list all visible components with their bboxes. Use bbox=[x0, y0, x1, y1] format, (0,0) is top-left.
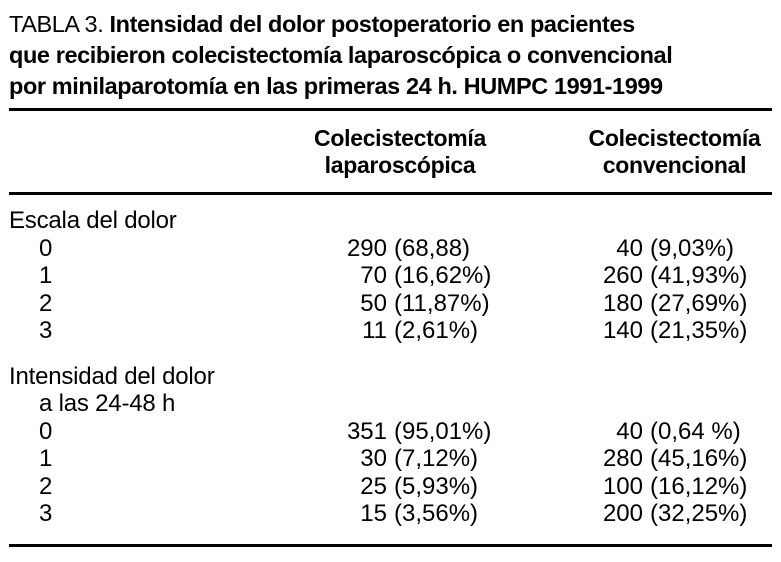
column-header-laparoscopica-line-2: laparoscópica bbox=[324, 152, 476, 178]
lap-percent-cell: (11,87%) bbox=[394, 289, 490, 317]
header-rule bbox=[9, 192, 772, 195]
column-gap bbox=[499, 317, 557, 345]
conv-count-cell: 280 bbox=[602, 445, 643, 472]
column-gap bbox=[499, 500, 557, 528]
lap-count-cell: 50 bbox=[360, 289, 387, 317]
column-gap bbox=[499, 262, 557, 290]
column-gap bbox=[499, 125, 577, 179]
lap-percent-cell: (3,56%) bbox=[394, 500, 479, 527]
table-row: 3 11 (2,61%) 140 (21,35%) bbox=[9, 317, 772, 345]
lap-count-cell: 25 bbox=[360, 472, 387, 500]
conv-count-cell: 40 bbox=[616, 417, 643, 445]
column-header-convencional-line-2: convencional bbox=[602, 152, 747, 178]
column-header-convencional: Colecistectomía convencional bbox=[577, 125, 772, 179]
section-sublabel: a las 24-48 h bbox=[39, 390, 176, 417]
conv-percent-cell: (27,69%) bbox=[650, 289, 748, 317]
conv-percent-cell: (9,03%) bbox=[650, 234, 735, 262]
column-header-convencional-line-1: Colecistectomía bbox=[588, 125, 761, 151]
conv-percent-cell: (21,35%) bbox=[650, 317, 748, 344]
lap-count-cell: 11 bbox=[362, 317, 387, 344]
pain-score-cell: 2 bbox=[39, 289, 53, 317]
pain-score-cell: 1 bbox=[39, 445, 53, 472]
section-label-row: a las 24-48 h bbox=[9, 390, 772, 418]
column-header-laparoscopica-line-1: Colecistectomía bbox=[314, 125, 486, 151]
section-label-row: Intensidad del dolor bbox=[9, 363, 772, 391]
table-title: TABLA 3. Intensidad del dolor postoperat… bbox=[9, 9, 772, 102]
table-row: 2 50 (11,87%) 180 (27,69%) bbox=[9, 290, 772, 318]
table-row: 0 290 (68,88) 40 (9,03%) bbox=[9, 235, 772, 263]
conv-count-cell: 200 bbox=[602, 500, 643, 527]
lap-count-cell: 70 bbox=[360, 262, 387, 289]
pain-score-cell: 3 bbox=[39, 317, 53, 344]
column-header-spacer bbox=[9, 125, 301, 179]
lap-count-cell: 15 bbox=[360, 500, 387, 527]
table-row: 3 15 (3,56%) 200 (32,25%) bbox=[9, 500, 772, 528]
pain-score-cell: 0 bbox=[39, 234, 53, 262]
pain-score-cell: 1 bbox=[39, 262, 53, 289]
conv-count-cell: 180 bbox=[602, 289, 643, 317]
table-body: Escala del dolor 0 290 (68,88) 40 (9,03%… bbox=[9, 195, 772, 528]
title-line-1: Intensidad del dolor postoperatorio en p… bbox=[109, 11, 635, 37]
conv-percent-cell: (45,16%) bbox=[650, 445, 748, 472]
title-line-2: que recibieron colecistectomía laparoscó… bbox=[9, 42, 673, 68]
pain-score-cell: 0 bbox=[39, 417, 53, 445]
conv-percent-cell: (41,93%) bbox=[650, 262, 748, 289]
pain-score-cell: 2 bbox=[39, 472, 53, 500]
conv-count-cell: 260 bbox=[602, 262, 643, 289]
section-intensidad-del-dolor: Intensidad del dolor a las 24-48 h 0 351… bbox=[9, 363, 772, 528]
section-escala-del-dolor: Escala del dolor 0 290 (68,88) 40 (9,03%… bbox=[9, 207, 772, 345]
column-gap bbox=[499, 473, 557, 501]
conv-percent-cell: (0,64 %) bbox=[650, 417, 741, 445]
section-label: Intensidad del dolor bbox=[9, 362, 215, 390]
section-label: Escala del dolor bbox=[9, 207, 177, 234]
conv-count-cell: 100 bbox=[602, 472, 643, 500]
column-header-row: Colecistectomía laparoscópica Colecistec… bbox=[9, 111, 772, 192]
lap-percent-cell: (7,12%) bbox=[394, 445, 479, 472]
lap-percent-cell: (68,88) bbox=[394, 234, 471, 262]
lap-percent-cell: (5,93%) bbox=[394, 472, 479, 500]
lap-count-cell: 290 bbox=[346, 234, 387, 262]
lap-count-cell: 351 bbox=[346, 417, 387, 445]
lap-percent-cell: (2,61%) bbox=[394, 317, 479, 344]
lap-percent-cell: (16,62%) bbox=[394, 262, 492, 289]
table-row: 2 25 (5,93%) 100 (16,12%) bbox=[9, 473, 772, 501]
lap-percent-cell: (95,01%) bbox=[394, 417, 492, 445]
table-row: 1 70 (16,62%) 260 (41,93%) bbox=[9, 262, 772, 290]
conv-percent-cell: (32,25%) bbox=[650, 500, 748, 527]
conv-count-cell: 40 bbox=[616, 234, 643, 262]
column-header-laparoscopica: Colecistectomía laparoscópica bbox=[301, 125, 499, 179]
conv-count-cell: 140 bbox=[602, 317, 643, 344]
column-gap bbox=[499, 418, 557, 446]
table-number-label: TABLA 3. bbox=[9, 11, 104, 37]
pain-score-cell: 3 bbox=[39, 500, 53, 527]
column-gap bbox=[499, 290, 557, 318]
column-gap bbox=[499, 445, 557, 473]
top-rule bbox=[9, 108, 772, 111]
section-label-row: Escala del dolor bbox=[9, 207, 772, 235]
title-line-3: por minilaparotomía en las primeras 24 h… bbox=[9, 73, 663, 99]
bottom-rule bbox=[9, 543, 772, 547]
column-gap bbox=[499, 235, 557, 263]
conv-percent-cell: (16,12%) bbox=[650, 472, 748, 500]
table-row: 0 351 (95,01%) 40 (0,64 %) bbox=[9, 418, 772, 446]
table-row: 1 30 (7,12%) 280 (45,16%) bbox=[9, 445, 772, 473]
lap-count-cell: 30 bbox=[360, 445, 387, 472]
